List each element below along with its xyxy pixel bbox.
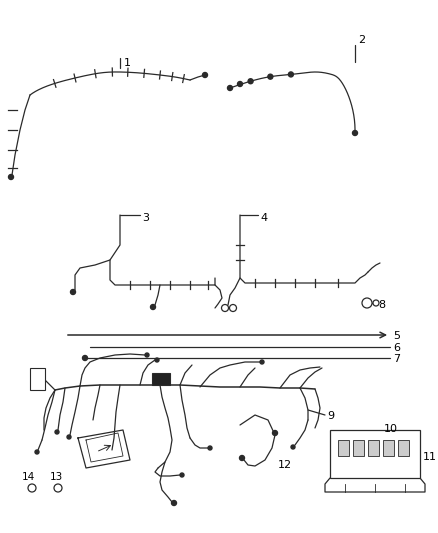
Circle shape [202, 72, 208, 77]
Text: 4: 4 [260, 213, 267, 223]
Text: 9: 9 [327, 411, 334, 421]
Text: 3: 3 [142, 213, 149, 223]
Circle shape [248, 79, 253, 84]
Text: 11: 11 [423, 452, 437, 462]
Circle shape [230, 304, 237, 311]
Circle shape [180, 473, 184, 477]
Circle shape [268, 74, 273, 79]
Circle shape [28, 484, 36, 492]
Circle shape [82, 356, 88, 360]
Text: 2: 2 [358, 35, 365, 45]
Circle shape [227, 85, 233, 91]
Circle shape [55, 430, 59, 434]
Circle shape [362, 298, 372, 308]
Bar [353, 440, 364, 456]
Circle shape [288, 72, 293, 77]
Text: 13: 13 [50, 472, 63, 482]
Text: 10: 10 [384, 424, 398, 434]
Circle shape [373, 300, 379, 306]
Circle shape [260, 360, 264, 364]
Circle shape [71, 289, 75, 295]
Bar [30, 368, 45, 390]
Text: 5: 5 [393, 331, 400, 341]
Circle shape [272, 431, 278, 435]
Text: 6: 6 [393, 343, 400, 353]
Circle shape [145, 353, 149, 357]
Text: 7: 7 [393, 354, 400, 364]
Circle shape [35, 450, 39, 454]
Circle shape [237, 82, 243, 86]
Circle shape [151, 304, 155, 310]
Circle shape [222, 304, 229, 311]
Bar [383, 440, 394, 456]
Bar [152, 373, 170, 385]
Circle shape [67, 435, 71, 439]
Circle shape [54, 484, 62, 492]
Text: 8: 8 [378, 300, 385, 310]
Circle shape [291, 445, 295, 449]
Circle shape [208, 446, 212, 450]
Circle shape [172, 500, 177, 505]
Bar [338, 440, 349, 456]
Circle shape [155, 358, 159, 362]
Text: 12: 12 [278, 460, 292, 470]
Text: 14: 14 [22, 472, 35, 482]
Circle shape [240, 456, 244, 461]
Bar [368, 440, 379, 456]
Circle shape [353, 131, 357, 135]
Circle shape [8, 174, 14, 180]
Bar [330, 430, 420, 478]
Text: 1: 1 [124, 58, 131, 68]
Bar [398, 440, 409, 456]
